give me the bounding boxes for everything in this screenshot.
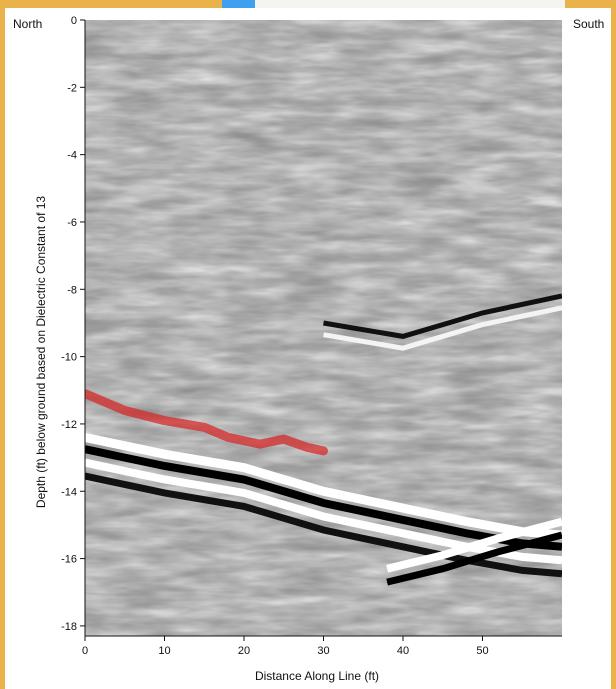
- y-tick-label: -14: [61, 486, 77, 498]
- reflection-band: [85, 472, 562, 578]
- y-tick-label: -2: [67, 82, 77, 94]
- y-tick-label: -6: [67, 217, 77, 229]
- y-tick-label: -8: [67, 284, 77, 296]
- x-tick-label: 10: [158, 645, 170, 657]
- page-right-border: [611, 8, 616, 689]
- x-tick-label: 30: [317, 645, 329, 657]
- page-top-accent: [222, 0, 255, 8]
- y-tick-label: -12: [61, 419, 77, 431]
- x-tick-label: 0: [82, 645, 88, 657]
- highlighted-reflector: [85, 389, 328, 456]
- figure-frame: 0 -2 -4 -6 -8 -10 -12 -14 -16 -18 0 10 20 30 40 50 Nort…: [5, 8, 611, 689]
- y-tick-label: -18: [61, 621, 77, 633]
- axes: 0 -2 -4 -6 -8 -10 -12 -14 -16 -18 0 10 20 30 40 50: [61, 15, 562, 657]
- reflection-band: [323, 293, 562, 339]
- radar-image: [85, 20, 562, 636]
- x-tick-label: 40: [397, 645, 409, 657]
- x-axis-label: Distance Along Line (ft): [255, 669, 379, 683]
- radar-profile-chart: 0 -2 -4 -6 -8 -10 -12 -14 -16 -18 0 10 20 30 40 50 Nort…: [13, 15, 604, 683]
- reflection-band: [386, 531, 562, 586]
- y-axis-label: Depth (ft) below ground based on Dielect…: [34, 196, 48, 509]
- reflection-band: [85, 432, 562, 540]
- y-tick-label: -4: [67, 150, 77, 162]
- reflection-band: [85, 458, 562, 565]
- page-top-strip: [255, 0, 565, 8]
- y-tick-label: -16: [61, 554, 77, 566]
- north-label: North: [13, 17, 42, 31]
- y-tick-label: -10: [61, 352, 77, 364]
- reflection-band: [386, 517, 562, 573]
- y-tick-label: 0: [71, 15, 77, 27]
- reflection-band: [85, 445, 562, 551]
- reflection-band: [323, 305, 562, 351]
- south-label: South: [573, 17, 604, 31]
- x-tick-label: 20: [238, 645, 250, 657]
- page-left-border: [0, 8, 5, 689]
- reflection-bands: [85, 293, 562, 586]
- x-tick-label: 50: [476, 645, 488, 657]
